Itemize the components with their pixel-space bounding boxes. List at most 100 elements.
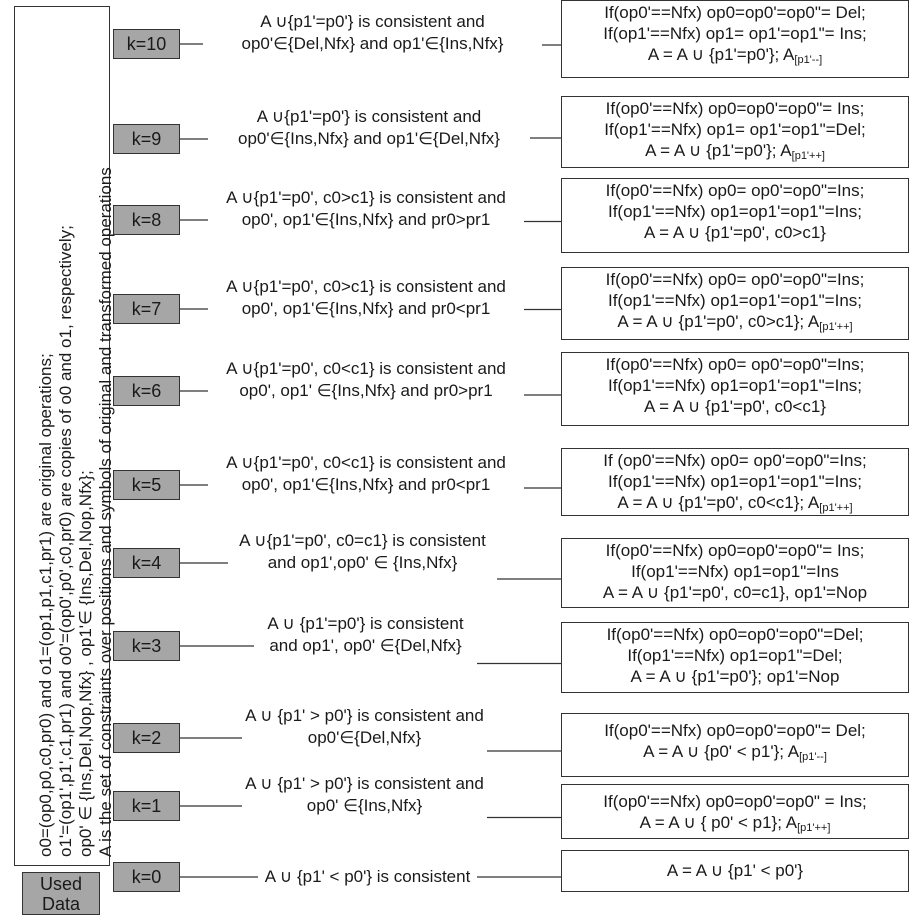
- action-line-text: If(op1'==Nfx) op1=op1"=Del;: [627, 646, 843, 665]
- condition-text: A ∪{p1'=p0'} is consistent and op0'∈{Del,…: [185, 11, 560, 55]
- condition-line: op0'∈{Del,Nfx} and op1'∈{Ins,Nfx}: [241, 34, 504, 53]
- action-box: If(op0'==Nfx) op0= op0'=op0"=Ins; If(op1'…: [561, 178, 909, 253]
- action-box: If(op0'==Nfx) op0=op0'=op0"= Del; A = A ∪…: [561, 713, 909, 777]
- action-line: If(op0'==Nfx) op0=op0'=op0"= Del;: [562, 2, 908, 23]
- action-line-text: A = A ∪ {p1'=p0'}; A: [647, 45, 795, 64]
- action-line-text: If(op1'==Nfx) op1=op1'=op1"=Ins;: [607, 376, 862, 395]
- action-line-text: A = A ∪ {p1'=p0', c0<c1}: [643, 397, 826, 416]
- action-line: A = A ∪ {p1'=p0'}; A[p1'++]: [562, 140, 908, 162]
- condition-line: op0' ∈{Ins,Nfx}: [306, 796, 423, 815]
- action-line: If(op0'==Nfx) op0=op0'=op0"= Ins;: [562, 540, 908, 561]
- action-line: A = A ∪ {p1'=p0', c0=c1}, op1'=Nop: [562, 582, 908, 603]
- action-line: If(op1'==Nfx) op1=op1"=Del;: [562, 645, 908, 666]
- k-box: k=1: [113, 791, 180, 821]
- action-line: If(op1'==Nfx) op1=op1'=op1"=Ins;: [562, 375, 908, 396]
- action-subscript: [p1'++]: [791, 150, 825, 162]
- action-line-text: A = A ∪ {p1'=p0'}; A: [645, 141, 792, 160]
- side-line-3: op0' ∈ {Ins,Del,Nop,Nfx} , op1'∈ {Ins,De…: [76, 470, 95, 857]
- action-box: A = A ∪ {p1' < p0'}: [561, 850, 909, 892]
- action-line: A = A ∪ {p1'=p0', c0>c1}; A[p1'++]: [562, 311, 908, 333]
- used-data-line-1: Used: [39, 874, 83, 894]
- condition-text: A ∪{p1'=p0', c0<c1} is consistent and op0…: [190, 358, 542, 402]
- action-line-text: A = A ∪ { p0' < p1}; A: [639, 813, 798, 832]
- side-line-1: o0=(op0,p0,c0,pr0) and o1=(op1,p1,c1,pr1…: [36, 353, 55, 857]
- k-box: k=0: [113, 862, 180, 892]
- condition-line: A ∪ {p1' > p0'} is consistent and: [245, 706, 484, 725]
- condition-line: op0', op1'∈{Ins,Nfx} and pr0>pr1: [241, 210, 491, 229]
- condition-line: A ∪{p1'=p0'} is consistent and: [260, 12, 485, 31]
- action-subscript: [p1'++]: [819, 502, 853, 514]
- action-line-text: If(op0'==Nfx) op0=op0'=op0"=Del;: [606, 625, 864, 644]
- action-line-text: A = A ∪ {p0' < p1'}; A: [643, 742, 800, 761]
- action-line-text: If(op1'==Nfx) op1= op1'=op1"= Ins;: [603, 24, 867, 43]
- k-box: k=9: [113, 124, 180, 154]
- condition-text: A ∪ {p1'=p0'} is consistent and op1', op0…: [236, 613, 495, 657]
- side-description-panel: o0=(op0,p0,c0,pr0) and o1=(op1,p1,c1,pr1…: [14, 6, 115, 866]
- action-line: If(op0'==Nfx) op0=op0'=op0"= Ins;: [562, 98, 908, 119]
- action-line-text: If(op0'==Nfx) op0= op0'=op0"=Ins;: [605, 355, 865, 374]
- used-data-box: Used Data: [22, 872, 100, 915]
- k-box: k=6: [113, 376, 180, 406]
- action-line: If(op1'==Nfx) op1=op1'=op1"=Ins;: [562, 201, 908, 222]
- condition-line: op0'∈{Ins,Nfx} and op1'∈{Del,Nfx}: [238, 129, 500, 148]
- condition-line: op0'∈{Del,Nfx}: [307, 728, 422, 747]
- k-box: k=2: [113, 723, 180, 753]
- action-line: If(op0'==Nfx) op0= op0'=op0"=Ins;: [562, 180, 908, 201]
- condition-text: A ∪ {p1' > p0'} is consistent and op0' ∈{…: [224, 773, 505, 817]
- k-box: k=4: [113, 548, 180, 578]
- action-line-text: If(op0'==Nfx) op0=op0'=op0"= Ins;: [605, 541, 865, 560]
- k-box: k=5: [113, 470, 180, 500]
- action-line: A = A ∪ {p1'=p0'}; op1'=Nop: [562, 666, 908, 687]
- action-line: If(op1'==Nfx) op1= op1'=op1"= Ins;: [562, 23, 908, 44]
- condition-text: A ∪{p1'=p0', c0=c1} is consistent and op1…: [210, 530, 515, 574]
- action-line: If(op0'==Nfx) op0=op0'=op0"= Del;: [562, 720, 908, 741]
- action-line-text: If(op0'==Nfx) op0=op0'=op0"= Ins;: [605, 99, 865, 118]
- k-box: k=3: [113, 631, 180, 661]
- condition-line: A ∪ {p1' > p0'} is consistent and: [245, 774, 484, 793]
- action-line: If(op1'==Nfx) op1=op1'=op1"=Ins;: [562, 290, 908, 311]
- condition-text: A ∪{p1'=p0'} is consistent and op0'∈{Ins,…: [190, 106, 548, 150]
- condition-text: A ∪{p1'=p0', c0>c1} is consistent and op0…: [190, 187, 542, 231]
- action-line: If(op0'==Nfx) op0=op0'=op0"=Del;: [562, 624, 908, 645]
- action-line-text: A = A ∪ {p1'=p0', c0<c1}; A: [617, 493, 820, 512]
- action-subscript: [p1'++]: [797, 822, 831, 834]
- action-subscript: [p1'++]: [819, 321, 853, 333]
- condition-text: A ∪ {p1' < p0'} is consistent: [240, 866, 495, 888]
- action-line-text: A = A ∪ {p1'=p0', c0>c1}; A: [617, 312, 820, 331]
- action-line-text: If(op1'==Nfx) op1=op1"=Ins: [631, 562, 839, 581]
- action-line: A = A ∪ { p0' < p1}; A[p1'++]: [562, 812, 908, 834]
- action-line: If (op0'==Nfx) op0= op0'=op0"=Ins;: [562, 450, 908, 471]
- action-subscript: [p1'--]: [794, 54, 823, 66]
- action-line: A = A ∪ {p1'=p0', c0<c1}: [562, 396, 908, 417]
- action-line-text: If(op1'==Nfx) op1=op1'=op1"=Ins;: [607, 202, 862, 221]
- action-box: If(op0'==Nfx) op0=op0'=op0" = Ins; A = A …: [561, 784, 909, 839]
- condition-line: A ∪ {p1'=p0'} is consistent: [267, 614, 464, 633]
- condition-line: and op1',op0' ∈ {Ins,Nfx}: [267, 553, 458, 572]
- condition-text: A ∪{p1'=p0', c0<c1} is consistent and op0…: [190, 452, 542, 496]
- action-line-text: If(op1'==Nfx) op1=op1'=op1"=Ins;: [607, 472, 862, 491]
- used-data-line-2: Data: [41, 894, 81, 914]
- action-box: If(op0'==Nfx) op0=op0'=op0"= Ins; If(op1'…: [561, 96, 909, 168]
- condition-line: op0', op1'∈{Ins,Nfx} and pr0<pr1: [241, 475, 491, 494]
- action-line-text: A = A ∪ {p1'=p0', c0>c1}: [643, 223, 826, 242]
- action-line-text: A = A ∪ {p1'=p0'}; op1'=Nop: [630, 667, 840, 686]
- action-line: A = A ∪ {p1'=p0'}; A[p1'--]: [562, 44, 908, 66]
- action-line-text: If (op0'==Nfx) op0= op0'=op0"=Ins;: [603, 451, 867, 470]
- condition-line: and op1', op0' ∈{Del,Nfx}: [269, 636, 462, 655]
- action-box: If(op0'==Nfx) op0=op0'=op0"=Del; If(op1'=…: [561, 622, 909, 693]
- condition-line: A ∪{p1'=p0'} is consistent and: [256, 107, 482, 126]
- action-line: If(op0'==Nfx) op0=op0'=op0" = Ins;: [562, 791, 908, 812]
- action-line-text: If(op0'==Nfx) op0= op0'=op0"=Ins;: [605, 181, 865, 200]
- action-line: A = A ∪ {p1'=p0', c0>c1}: [562, 222, 908, 243]
- condition-line: op0', op1'∈{Ins,Nfx} and pr0<pr1: [241, 299, 491, 318]
- action-line: If(op1'==Nfx) op1=op1'=op1"=Ins;: [562, 471, 908, 492]
- action-box: If(op0'==Nfx) op0=op0'=op0"= Del; If(op1'…: [561, 0, 909, 78]
- action-line: A = A ∪ {p1'=p0', c0<c1}; A[p1'++]: [562, 492, 908, 514]
- action-box: If(op0'==Nfx) op0= op0'=op0"=Ins; If(op1'…: [561, 352, 909, 426]
- condition-line: A ∪{p1'=p0', c0<c1} is consistent and: [226, 453, 506, 472]
- action-line-text: If(op0'==Nfx) op0=op0'=op0"= Del;: [604, 3, 866, 22]
- condition-line: A ∪{p1'=p0', c0=c1} is consistent: [239, 531, 486, 550]
- action-box: If (op0'==Nfx) op0= op0'=op0"=Ins; If(op1…: [561, 448, 909, 516]
- side-line-2: o1'=(op1',p1',c1,pr1) and o0'=(op0',p0',…: [56, 225, 75, 857]
